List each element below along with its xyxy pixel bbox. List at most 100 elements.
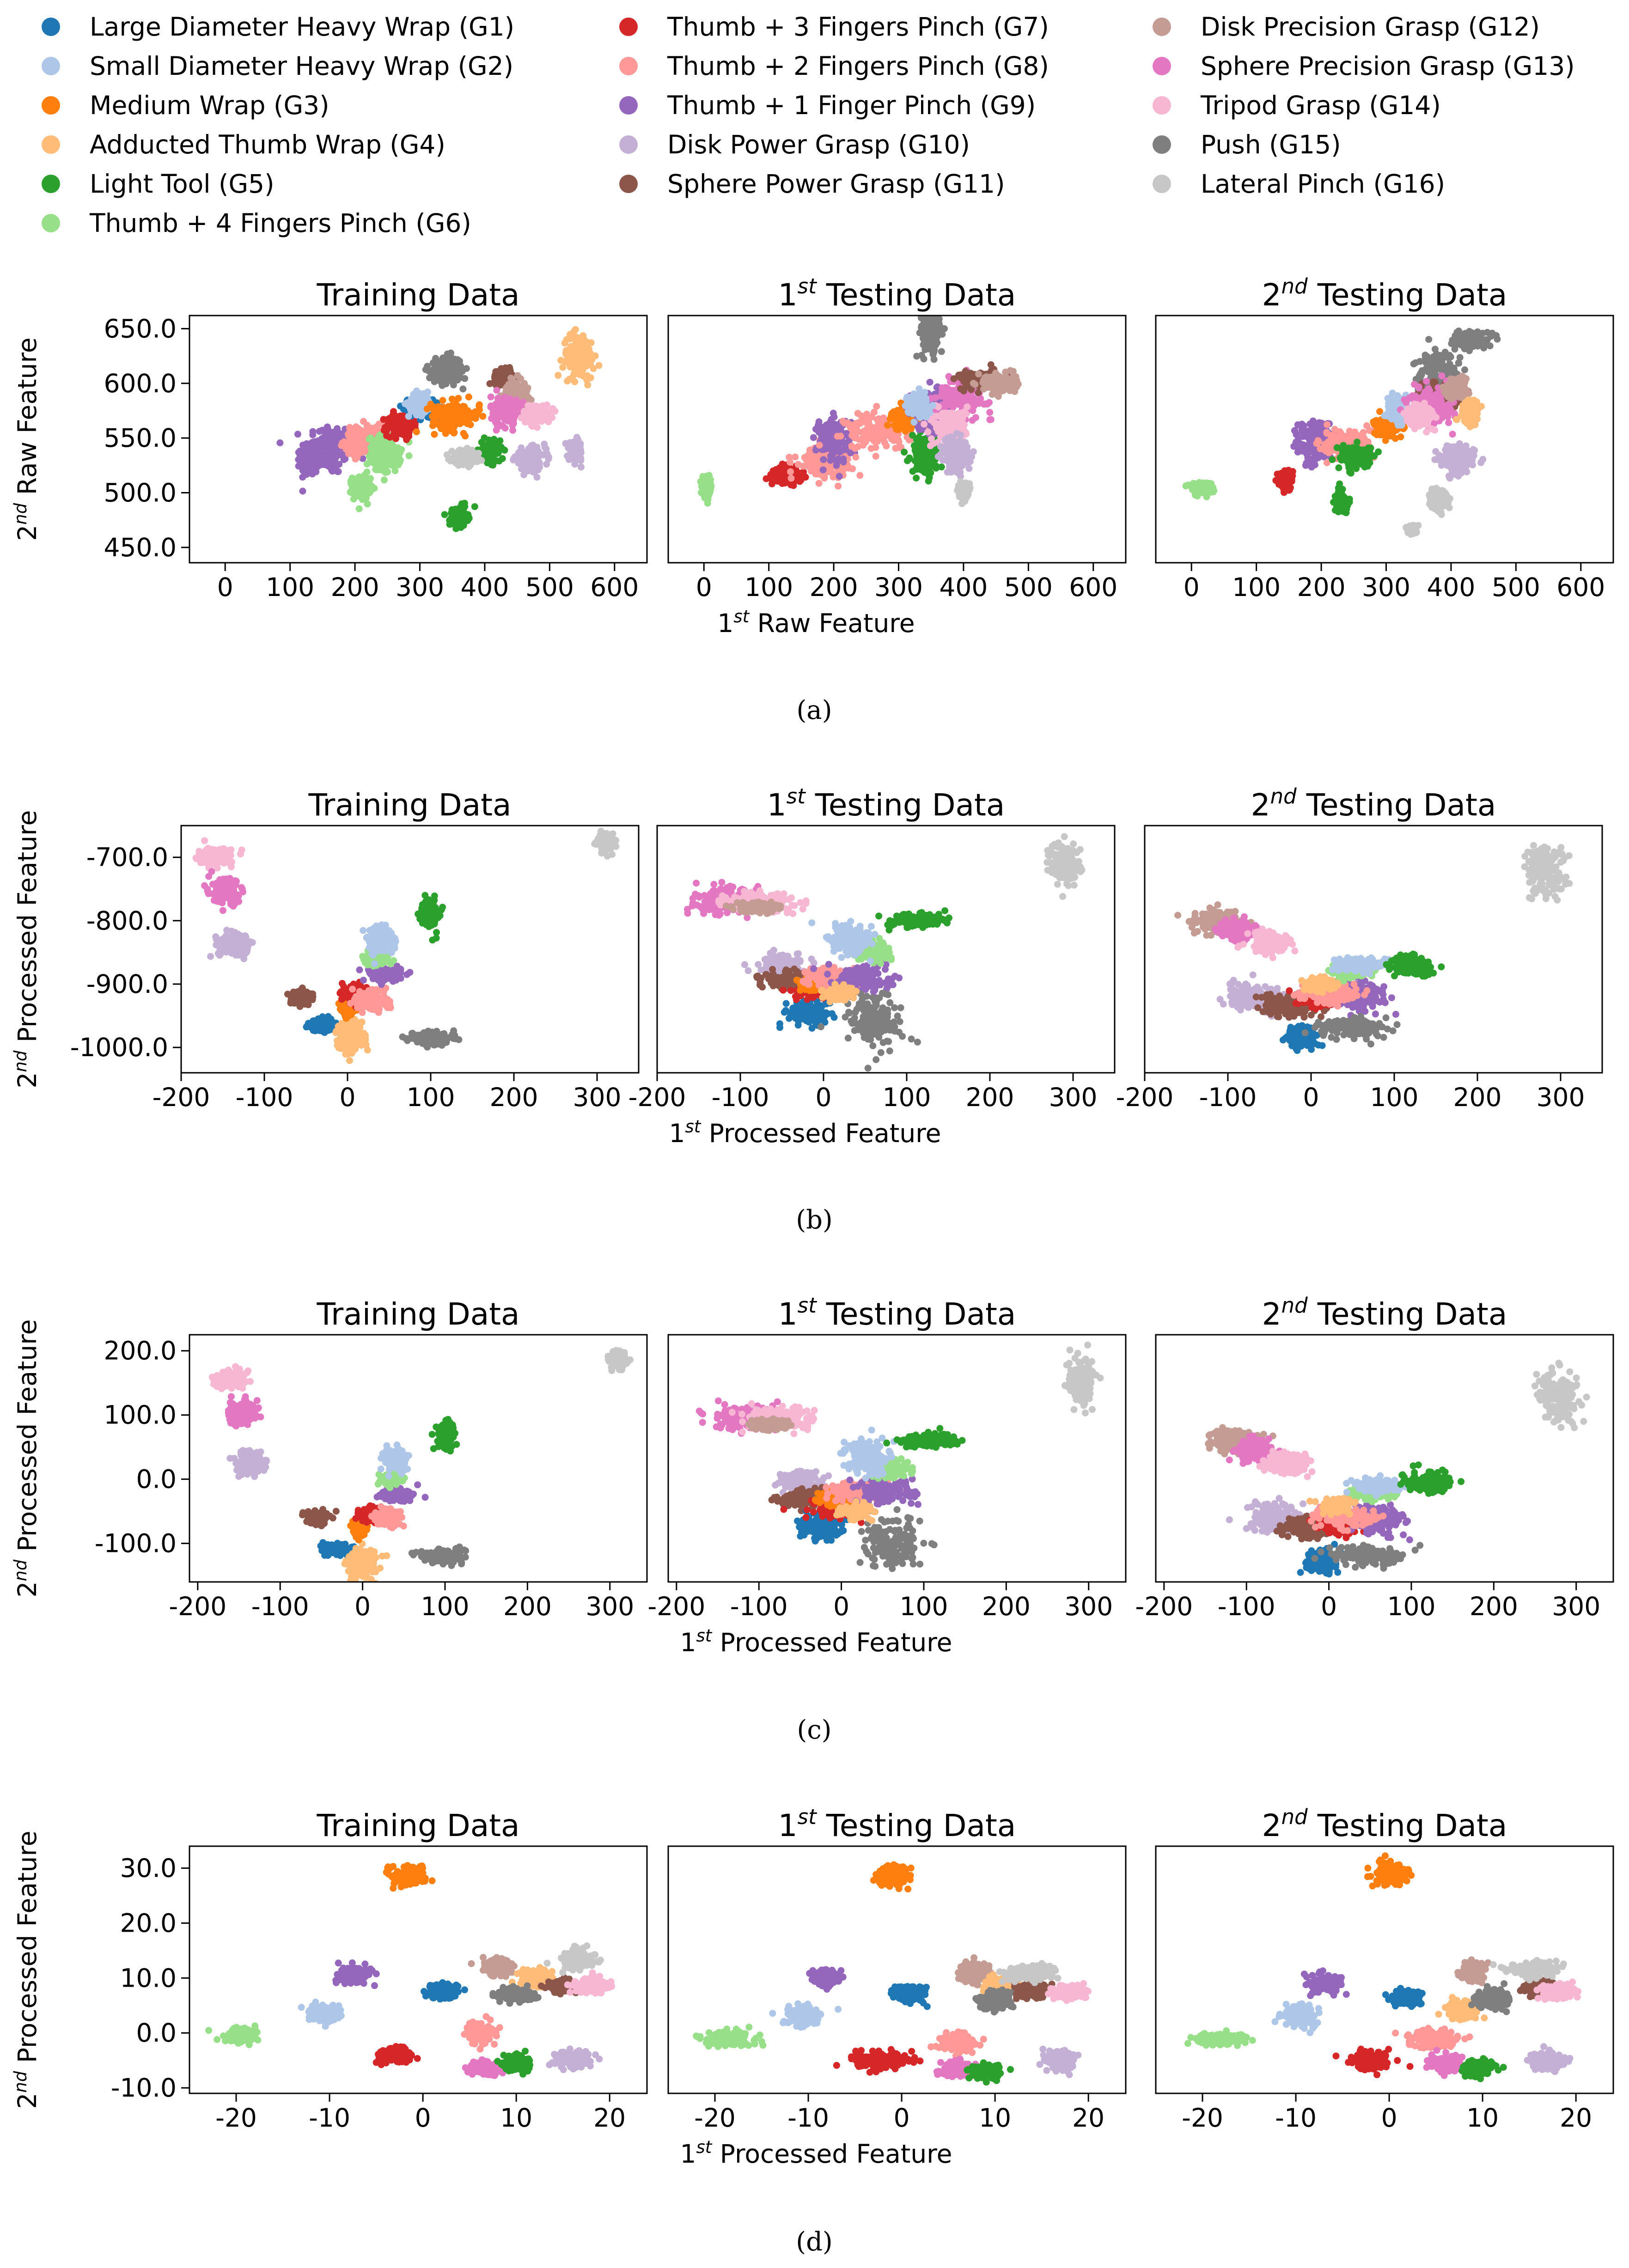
scatter-point-g9	[818, 434, 825, 441]
scatter-point-g8	[873, 416, 881, 423]
scatter-point-g7	[392, 435, 399, 442]
scatter-point-g6	[380, 441, 388, 449]
scatter-point-g4	[587, 339, 595, 347]
x-tick-label: 400	[460, 572, 509, 602]
legend-label: Tripod Grasp (G14)	[1201, 91, 1441, 120]
legend-label: Adducted Thumb Wrap (G4)	[90, 130, 445, 159]
scatter-point-g3	[444, 409, 451, 417]
scatter-point-g7	[766, 474, 774, 482]
scatter-point-g9	[276, 439, 284, 446]
scatter-point-g13	[987, 416, 994, 423]
scatter-point-g7	[780, 472, 787, 480]
scatter-point-g15	[450, 381, 457, 389]
x-tick-label: 500	[525, 572, 574, 602]
scatter-point-g10	[541, 440, 548, 448]
scatter-point-g11	[987, 361, 994, 368]
scatter-point-g12	[980, 377, 987, 384]
scatter-point-g9	[835, 440, 842, 447]
scatter-point-g8	[828, 469, 835, 476]
scatter-point-g3	[462, 432, 469, 440]
scatter-point-g3	[454, 416, 461, 423]
scatter-point-g9	[827, 457, 834, 464]
scatter-point-g7	[386, 424, 394, 431]
scatter-point-g15	[918, 324, 925, 331]
scatter-point-g13	[976, 395, 984, 403]
scatter-point-g7	[405, 427, 412, 434]
legend-item-g12: Disk Precision Grasp (G12)	[1153, 10, 1540, 43]
scatter-point-g7	[769, 467, 777, 474]
scatter-point-g3	[465, 393, 472, 401]
scatter-point-g10	[520, 471, 528, 479]
scatter-point-g11	[962, 368, 969, 375]
legend-item-g3: Medium Wrap (G3)	[42, 89, 329, 122]
scatter-point-g8	[792, 453, 799, 461]
scatter-point-g8	[847, 425, 854, 432]
scatter-point-g5	[452, 522, 459, 529]
legend-item-g6: Thumb + 4 Fingers Pinch (G6)	[42, 207, 471, 240]
scatter-point-g7	[386, 433, 394, 441]
scatter-point-g8	[835, 482, 842, 490]
scatter-point-g9	[303, 468, 310, 475]
scatter-point-g10	[528, 455, 536, 462]
y-tick-label: 650.0	[104, 314, 177, 343]
scatter-point-g8	[363, 423, 371, 431]
scatter-point-g14	[961, 408, 968, 415]
scatter-point-g6	[405, 452, 413, 459]
scatter-point-g12	[993, 374, 1001, 382]
scatter-point-g9	[810, 434, 817, 441]
scatter-point-g15	[463, 365, 470, 372]
scatter-point-g9	[299, 487, 306, 495]
scatter-point-g10	[510, 456, 517, 464]
scatter-point-g8	[872, 444, 879, 451]
scatter-point-g13	[506, 405, 514, 412]
scatter-point-g14	[529, 423, 536, 430]
scatter-point-g15	[935, 319, 943, 327]
scatter-point-g7	[411, 420, 419, 427]
legend-marker	[619, 18, 638, 36]
scatter-point-g4	[555, 372, 562, 379]
legend-marker	[1153, 57, 1171, 75]
scatter-point-g4	[575, 360, 583, 367]
scatter-point-g11	[960, 387, 967, 395]
scatter-point-g15	[441, 357, 449, 364]
scatter-point-g16	[448, 448, 456, 455]
scatter-point-g3	[439, 397, 446, 404]
legend-label: Lateral Pinch (G16)	[1201, 169, 1445, 199]
scatter-points	[276, 326, 603, 532]
scatter-point-g14	[525, 413, 532, 421]
scatter-point-g4	[584, 381, 592, 389]
scatter-point-g13	[487, 393, 494, 401]
scatter-point-g9	[309, 464, 316, 471]
scatter-point-g6	[704, 499, 711, 507]
scatter-point-g12	[1010, 368, 1017, 375]
scatter-point-g13	[494, 403, 502, 410]
x-tick-label: 100	[266, 572, 314, 602]
legend-marker	[619, 96, 638, 115]
scatter-point-g12	[971, 381, 979, 388]
scatter-point-g6	[372, 456, 379, 463]
scatter-point-g8	[845, 464, 852, 472]
scatter-point-g6	[380, 447, 387, 455]
scatter-point-g14	[551, 407, 559, 415]
legend-label: Thumb + 2 Fingers Pinch (G8)	[667, 51, 1049, 81]
scatter-point-g12	[1002, 383, 1009, 390]
scatter-point-g9	[309, 428, 317, 435]
scatter-point-g10	[517, 459, 525, 466]
scatter-point-g13	[496, 422, 504, 430]
scatter-point-g13	[519, 398, 527, 406]
scatter-point-g5	[913, 474, 920, 482]
scatter-point-g15	[938, 348, 945, 355]
scatter-point-g5	[471, 503, 478, 511]
legend-label: Sphere Precision Grasp (G13)	[1201, 51, 1575, 81]
scatter-point-g13	[509, 427, 517, 434]
scatter-point-g13	[948, 395, 955, 403]
scatter-point-g15	[930, 356, 938, 363]
scatter-point-g5	[457, 504, 464, 511]
scatter-point-g3	[436, 408, 444, 415]
scatter-point-g15	[929, 347, 937, 354]
scatter-point-g6	[366, 436, 373, 443]
legend-item-g9: Thumb + 1 Finger Pinch (G9)	[619, 89, 1036, 122]
legend-marker	[42, 57, 60, 75]
scatter-point-g2	[419, 400, 426, 407]
scatter-point-g15	[923, 338, 930, 346]
